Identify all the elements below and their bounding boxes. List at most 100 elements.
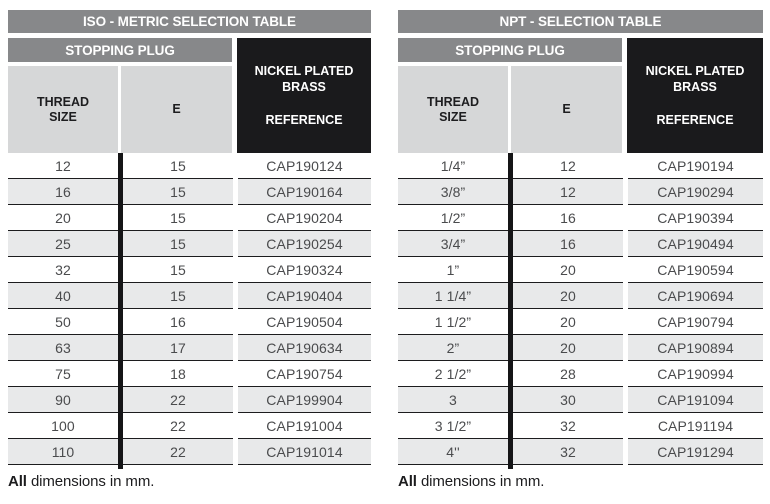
reference-cell: CAP190194 [628, 153, 763, 179]
table-row: 4'' 32 CAP191294 [398, 439, 763, 465]
reference-cell: CAP199904 [238, 387, 371, 413]
thread-size-cell: 1/2” [440, 209, 466, 226]
e-cell: 16 [560, 235, 576, 252]
column-divider-bar [508, 153, 513, 469]
npt-table-body: 1/4” 12 CAP190194 3/8” 12 CAP190294 [398, 153, 763, 469]
reference-cell: CAP190694 [628, 283, 763, 309]
thread-size-cell: 16 [55, 183, 71, 200]
table-row: 90 22 CAP199904 [8, 387, 371, 413]
thread-size-cell: 1 1/4” [434, 287, 472, 304]
thread-size-cell: 63 [55, 339, 71, 356]
dimensions-note-text: dimensions in mm. [416, 473, 545, 490]
reference-cell: CAP191094 [628, 387, 763, 413]
dimensions-note-bold: All [8, 473, 27, 490]
thread-size-cell: 75 [55, 365, 71, 382]
reference-cell: CAP190794 [628, 309, 763, 335]
table-row: 25 15 CAP190254 [8, 231, 371, 257]
column-gutter [233, 309, 238, 335]
e-cell: 15 [170, 209, 186, 226]
thread-size-cell: 32 [55, 261, 71, 278]
thread-size-cell: 110 [51, 443, 75, 460]
thread-size-cell: 40 [55, 287, 71, 304]
column-gutter [623, 387, 628, 413]
column-gutter [233, 205, 238, 231]
e-cell: 12 [560, 183, 576, 200]
table-row: 16 15 CAP190164 [8, 179, 371, 205]
thread-size-cell: 20 [55, 209, 71, 226]
table-row: 1/2” 16 CAP190394 [398, 205, 763, 231]
e-cell: 15 [170, 183, 186, 200]
column-gutter [233, 439, 238, 465]
thread-size-cell: 1/4” [440, 157, 466, 174]
e-cell: 20 [560, 339, 576, 356]
column-gutter [623, 283, 628, 309]
e-cell: 28 [560, 365, 576, 382]
reference-cell: CAP190494 [628, 231, 763, 257]
thread-size-cell: 3/4” [440, 235, 466, 252]
reference-cell: CAP190404 [238, 283, 371, 309]
thread-size-cell: 2 1/2” [434, 365, 472, 382]
table-row: 12 15 CAP190124 [8, 153, 371, 179]
column-gutter [623, 153, 628, 179]
table-row: 2 1/2” 28 CAP190994 [398, 361, 763, 387]
e-cell: 30 [560, 391, 576, 408]
reference-cell: CAP190164 [238, 179, 371, 205]
thread-size-cell: 50 [55, 313, 71, 330]
table-row: 3 30 CAP191094 [398, 387, 763, 413]
thread-size-cell: 12 [55, 157, 71, 174]
column-gutter [233, 231, 238, 257]
column-gutter [233, 361, 238, 387]
dimensions-note: All dimensions in mm. [8, 473, 371, 490]
npt-table-header: STOPPING PLUG THREAD SIZE E NICKEL PLATE… [398, 38, 763, 153]
column-gutter [233, 257, 238, 283]
reference-cell: CAP191004 [238, 413, 371, 439]
reference-cell: CAP190394 [628, 205, 763, 231]
dimensions-note: All dimensions in mm. [398, 473, 763, 490]
reference-column-header: NICKEL PLATED BRASS REFERENCE [237, 38, 371, 153]
stopping-plug-header: STOPPING PLUG [8, 38, 232, 62]
table-row: 2” 20 CAP190894 [398, 335, 763, 361]
thread-size-cell: 25 [55, 235, 71, 252]
stopping-plug-header: STOPPING PLUG [398, 38, 622, 62]
table-row: 1” 20 CAP190594 [398, 257, 763, 283]
reference-cell: CAP190254 [238, 231, 371, 257]
reference-cell: CAP190204 [238, 205, 371, 231]
table-row: 110 22 CAP191014 [8, 439, 371, 465]
table-row: 32 15 CAP190324 [8, 257, 371, 283]
reference-cell: CAP191294 [628, 439, 763, 465]
column-gutter [233, 413, 238, 439]
table-row: 1 1/4” 20 CAP190694 [398, 283, 763, 309]
table-row: 100 22 CAP191004 [8, 413, 371, 439]
e-cell: 15 [170, 235, 186, 252]
column-gutter [233, 179, 238, 205]
table-row: 1 1/2” 20 CAP190794 [398, 309, 763, 335]
table-row: 3/8” 12 CAP190294 [398, 179, 763, 205]
iso-table-header: STOPPING PLUG THREAD SIZE E NICKEL PLATE… [8, 38, 371, 153]
e-cell: 17 [170, 339, 186, 356]
reference-cell: CAP190124 [238, 153, 371, 179]
column-gutter [623, 309, 628, 335]
e-cell: 32 [560, 417, 576, 434]
reference-label: REFERENCE [656, 112, 734, 127]
dimensions-note-text: dimensions in mm. [26, 473, 155, 490]
column-gutter [623, 439, 628, 465]
thread-size-cell: 2” [446, 339, 460, 356]
e-cell: 22 [170, 391, 186, 408]
reference-cell: CAP190324 [238, 257, 371, 283]
npt-table-title: NPT - SELECTION TABLE [398, 10, 763, 33]
iso-table-title: ISO - METRIC SELECTION TABLE [8, 10, 371, 33]
thread-size-cell: 90 [55, 391, 71, 408]
table-row: 20 15 CAP190204 [8, 205, 371, 231]
reference-cell: CAP190754 [238, 361, 371, 387]
table-row: 75 18 CAP190754 [8, 361, 371, 387]
reference-cell: CAP190294 [628, 179, 763, 205]
column-gutter [623, 205, 628, 231]
reference-label: REFERENCE [265, 112, 343, 127]
npt-table: NPT - SELECTION TABLE STOPPING PLUG THRE… [398, 10, 763, 490]
e-cell: 18 [170, 365, 186, 382]
thread-size-cell: 1 1/2” [434, 313, 472, 330]
e-column-header: E [511, 66, 622, 153]
e-cell: 32 [560, 443, 576, 460]
table-row: 40 15 CAP190404 [8, 283, 371, 309]
thread-size-cell: 3 1/2” [434, 417, 472, 434]
